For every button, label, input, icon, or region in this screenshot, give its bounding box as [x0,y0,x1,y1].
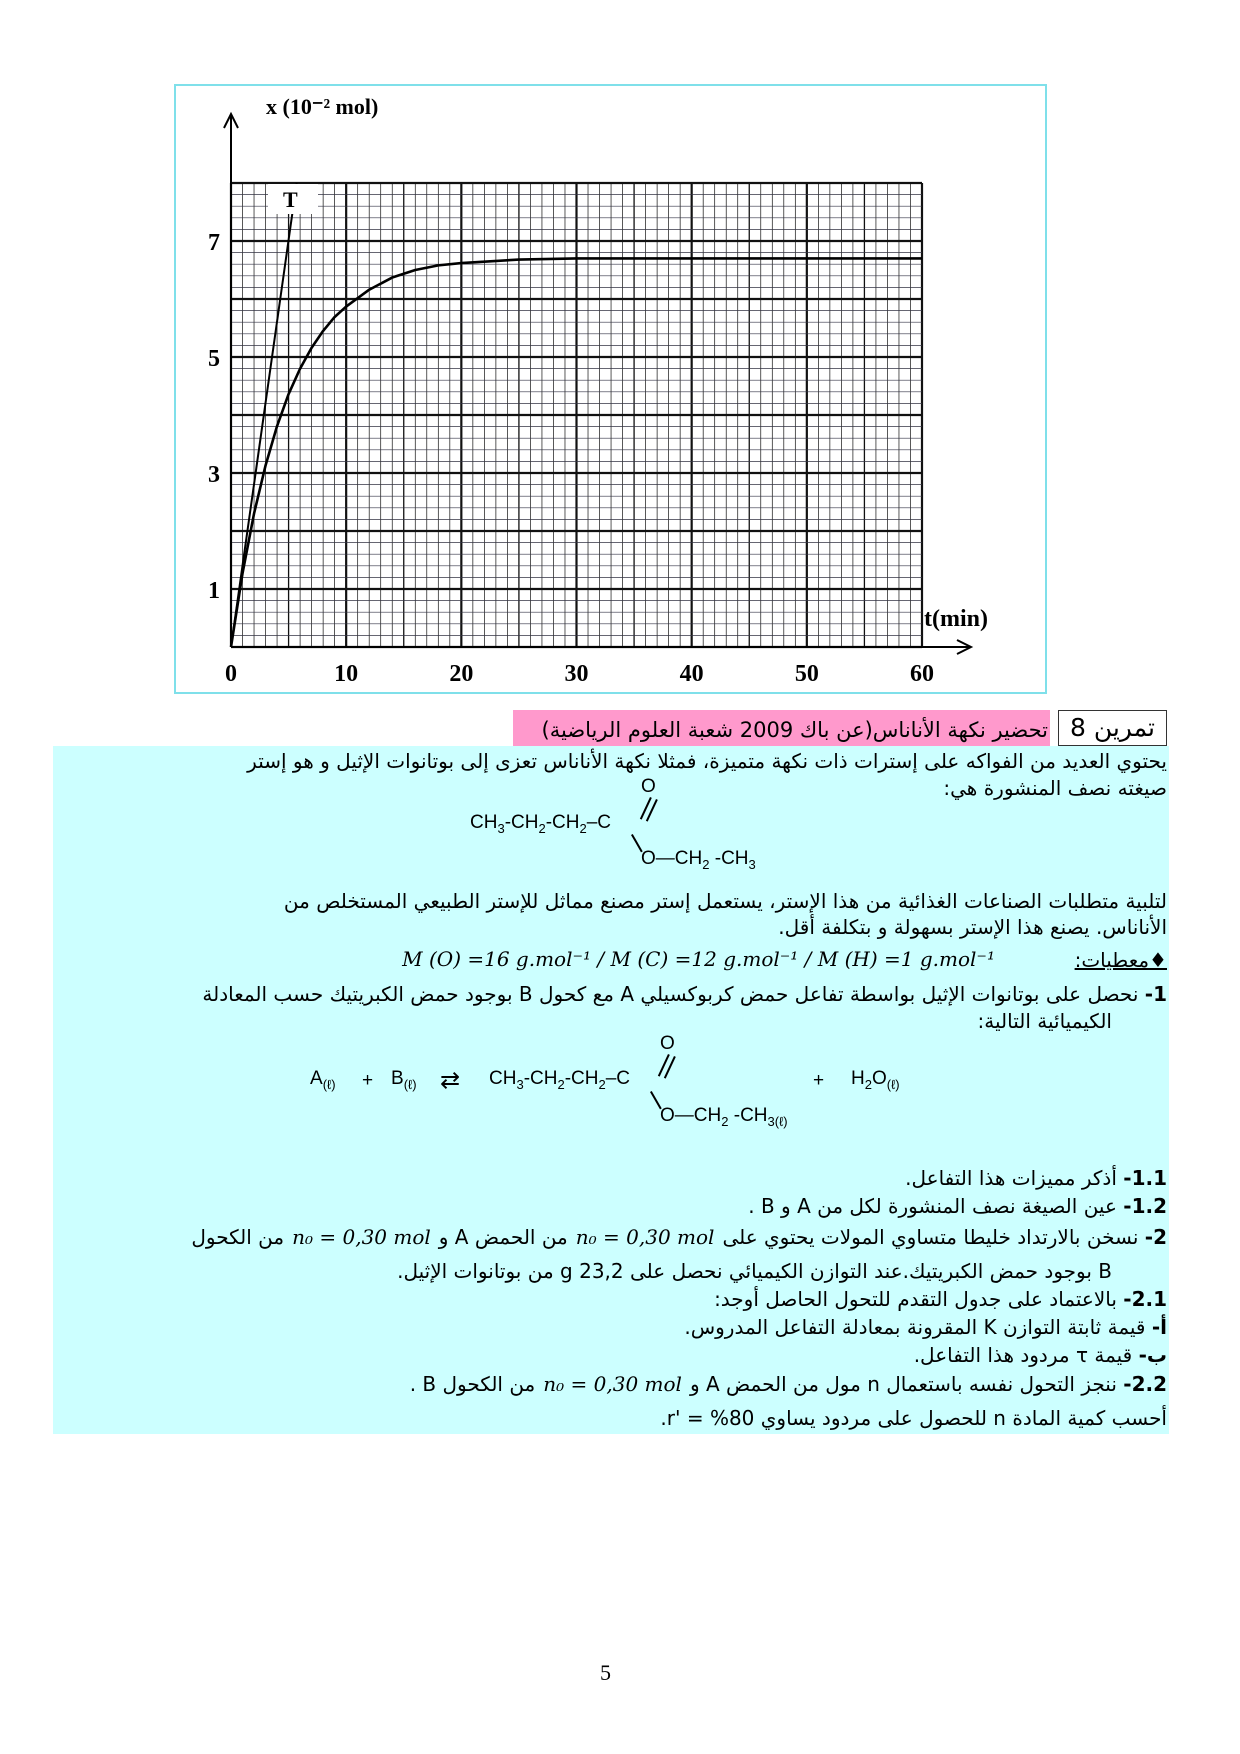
question-number: 2- [1144,1225,1167,1249]
question-2-1: 2.1- بالاعتماد على جدول التقدم للتحول ال… [714,1286,1167,1312]
kinetics-chart: T 0 10 20 30 40 50 60 1 3 5 7 x (10⁻² mol) t(min) [174,84,1047,694]
x-tick-label: 0 [225,661,237,687]
math-n0: n₀ = 0,30 mol [543,1372,682,1396]
question-text: من الكحول [191,1225,285,1249]
question-text: بالاعتماد على جدول التقدم للتحول الحاصل … [714,1287,1117,1311]
plus-sign: + [813,1070,825,1091]
question-2-2-b: أحسب كمية المادة n للحصول على مردود يساو… [660,1406,1167,1430]
question-text: ننجز التحول نفسه باستعمال n مول من الحمض… [689,1372,1117,1396]
intro-line-2: صيغته نصف المنشورة هي: [943,776,1167,800]
x-axis-arrow-icon [956,639,974,655]
reactant-b: B(ℓ) [391,1068,417,1092]
math-n0: n₀ = 0,30 mol [292,1225,431,1249]
givens-label: ♦معطيات: [1075,947,1167,973]
question-number: ب- [1138,1343,1167,1367]
product-alkoxy-group: O—CH2 -CH3(ℓ) [660,1105,788,1129]
y-tick-label: 3 [208,462,220,488]
x-tick-label: 20 [449,661,473,687]
ester-alkoxy-group: O—CH2 -CH3 [641,848,756,872]
x-tick-label: 10 [334,661,358,687]
tangent-label: T [283,187,298,212]
y-axis-label: x (10⁻² mol) [266,94,378,119]
question-text: من الحمض A و [438,1225,568,1249]
para2-line-2: الأناناس. يصنع هذا الإستر بسهولة و بتكلف… [778,915,1167,939]
question-text: عين الصيغة نصف المنشورة لكل من A و B . [748,1194,1117,1218]
question-number: أ- [1151,1315,1167,1339]
x-tick-label: 30 [565,661,589,687]
exercise-title: تحضير نكهة الأناناس(عن باك 2009 شعبة الع… [513,710,1050,746]
ester-chain: CH3-CH2-CH2–C [470,812,612,836]
intro-line-1: يحتوي العديد من الفواكه على إسترات ذات ن… [247,749,1167,773]
exercise-number: تمرين 8 [1058,710,1167,746]
q1-number: 1- [1144,982,1167,1006]
x-tick-label: 40 [680,661,704,687]
givens-values: M (O) =16 g.mol⁻¹ / M (C) =12 g.mol⁻¹ / … [402,947,995,971]
page-number: 5 [600,1660,611,1685]
q1-line-2: الكيميائية التالية: [977,1009,1112,1033]
math-n0: n₀ = 0,30 mol [575,1225,715,1249]
question-2-line-1: 2- نسخن بالارتداد خليطا متساوي المولات ي… [191,1224,1167,1250]
question-text: قيمة ثابتة التوازن K المقرونة بمعادلة ال… [684,1315,1146,1339]
y-tick-label: 1 [208,578,220,604]
question-1-2: 1.2- عين الصيغة نصف المنشورة لكل من A و … [748,1193,1167,1219]
givens-label-text: ♦معطيات: [1074,948,1167,972]
plus-sign: + [362,1070,374,1091]
question-text: من الكحول B . [409,1372,536,1396]
question-number: 2.1- [1123,1287,1167,1311]
tangent-label-bg [268,184,318,214]
series-curve [229,257,922,648]
q1-line-1: 1- نحصل على بوتانوات الإثيل بواسطة تفاعل… [202,981,1167,1007]
question-number: 2.2- [1123,1372,1167,1396]
ester-carbonyl-o: O [641,776,656,797]
question-number: 1.2- [1123,1194,1167,1218]
x-axis-label: t(min) [924,606,988,632]
question-2-1-b: ب- قيمة τ مردود هذا التفاعل. [914,1342,1167,1368]
equilibrium-arrow-icon: ⇄ [440,1067,461,1094]
exercise-body [53,746,1169,1434]
chart-svg: T 0 10 20 30 40 50 60 1 3 5 7 x (10⁻² mol) t(min) [208,94,988,687]
x-tick-label: 60 [910,661,934,687]
question-text: نسخن بالارتداد خليطا متساوي المولات يحتو… [722,1225,1139,1249]
question-2-2: 2.2- ننجز التحول نفسه باستعمال n مول من … [410,1371,1167,1397]
product-ester-chain: CH3-CH2-CH2–C [489,1068,631,1092]
question-2-1-a: أ- قيمة ثابتة التوازن K المقرونة بمعادلة… [684,1314,1167,1340]
para2-line-1: لتلبية متطلبات الصناعات الغذائية من هذا … [283,889,1167,913]
reactant-a: A(ℓ) [310,1068,336,1092]
y-tick-label: 7 [208,230,220,256]
question-text: قيمة τ مردود هذا التفاعل. [913,1343,1133,1367]
y-axis-arrow-icon [223,111,239,129]
question-number: 1.1- [1123,1166,1167,1190]
q1-text: نحصل على بوتانوات الإثيل بواسطة تفاعل حم… [202,982,1139,1006]
y-tick-label: 5 [208,346,220,372]
question-2-line-2: B بوجود حمض الكبريتيك.عند التوازن الكيمي… [397,1259,1112,1283]
x-tick-label: 50 [795,661,819,687]
water: H2O(ℓ) [851,1068,900,1092]
question-text: أذكر مميزات هذا التفاعل. [905,1166,1117,1190]
product-carbonyl-o: O [660,1033,675,1054]
question-1-1: 1.1- أذكر مميزات هذا التفاعل. [905,1165,1167,1191]
